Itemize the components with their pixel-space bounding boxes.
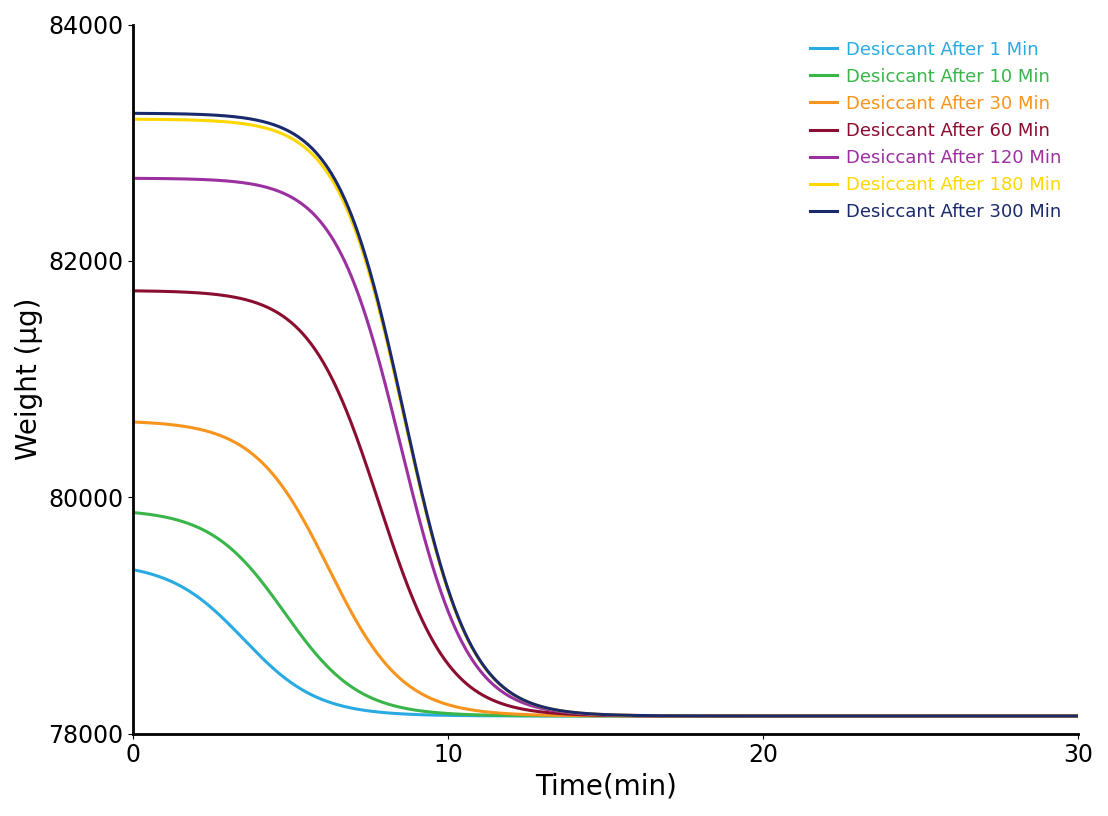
Desiccant After 180 Min [951,711,964,721]
Desiccant After 10 Min [530,711,543,721]
Desiccant After 180 Min [530,700,543,710]
Desiccant After 30 Min [235,441,248,450]
Desiccant After 120 Min [290,196,304,206]
Desiccant After 300 Min [1071,711,1085,721]
Desiccant After 30 Min [126,417,140,427]
Desiccant After 10 Min [489,711,502,721]
Desiccant After 1 Min [126,565,140,574]
Desiccant After 120 Min [126,174,140,184]
Desiccant After 10 Min [951,711,964,721]
Desiccant After 300 Min [489,675,502,685]
Desiccant After 120 Min [1053,711,1066,721]
Desiccant After 60 Min [235,294,248,304]
Desiccant After 10 Min [126,508,140,517]
Desiccant After 180 Min [489,676,502,685]
Desiccant After 30 Min [1071,711,1085,721]
Line: Desiccant After 300 Min: Desiccant After 300 Min [133,113,1078,716]
Desiccant After 60 Min [1053,711,1066,721]
Desiccant After 120 Min [530,703,543,712]
Desiccant After 60 Min [1071,711,1085,721]
Desiccant After 10 Min [290,625,304,635]
Line: Desiccant After 10 Min: Desiccant After 10 Min [133,512,1078,716]
Desiccant After 120 Min [489,682,502,692]
Line: Desiccant After 120 Min: Desiccant After 120 Min [133,179,1078,716]
Legend: Desiccant After 1 Min, Desiccant After 10 Min, Desiccant After 30 Min, Desiccant: Desiccant After 1 Min, Desiccant After 1… [803,33,1069,228]
Desiccant After 1 Min [1053,711,1066,721]
Y-axis label: Weight (μg): Weight (μg) [16,298,43,460]
Desiccant After 60 Min [530,707,543,716]
Desiccant After 30 Min [290,504,304,514]
Desiccant After 1 Min [1071,711,1085,721]
Desiccant After 30 Min [951,711,964,721]
Desiccant After 180 Min [1053,711,1066,721]
Desiccant After 1 Min [530,711,543,721]
X-axis label: Time(min): Time(min) [535,773,677,801]
Desiccant After 120 Min [951,711,964,721]
Line: Desiccant After 180 Min: Desiccant After 180 Min [133,119,1078,716]
Line: Desiccant After 1 Min: Desiccant After 1 Min [133,570,1078,716]
Desiccant After 10 Min [235,553,248,563]
Desiccant After 300 Min [290,131,304,141]
Desiccant After 1 Min [951,711,964,721]
Desiccant After 300 Min [235,113,248,122]
Desiccant After 120 Min [235,178,248,188]
Desiccant After 60 Min [489,696,502,706]
Desiccant After 10 Min [1053,711,1066,721]
Desiccant After 180 Min [1071,711,1085,721]
Desiccant After 30 Min [1053,711,1066,721]
Desiccant After 30 Min [530,710,543,720]
Desiccant After 180 Min [290,137,304,147]
Line: Desiccant After 30 Min: Desiccant After 30 Min [133,422,1078,716]
Desiccant After 60 Min [126,286,140,295]
Desiccant After 60 Min [951,711,964,721]
Desiccant After 180 Min [235,118,248,128]
Desiccant After 300 Min [530,700,543,710]
Desiccant After 1 Min [235,632,248,641]
Desiccant After 300 Min [126,109,140,118]
Desiccant After 10 Min [1071,711,1085,721]
Desiccant After 60 Min [290,323,304,333]
Line: Desiccant After 60 Min: Desiccant After 60 Min [133,290,1078,716]
Desiccant After 300 Min [1053,711,1066,721]
Desiccant After 180 Min [126,114,140,124]
Desiccant After 120 Min [1071,711,1085,721]
Desiccant After 1 Min [290,682,304,692]
Desiccant After 300 Min [951,711,964,721]
Desiccant After 30 Min [489,707,502,717]
Desiccant After 1 Min [489,711,502,721]
